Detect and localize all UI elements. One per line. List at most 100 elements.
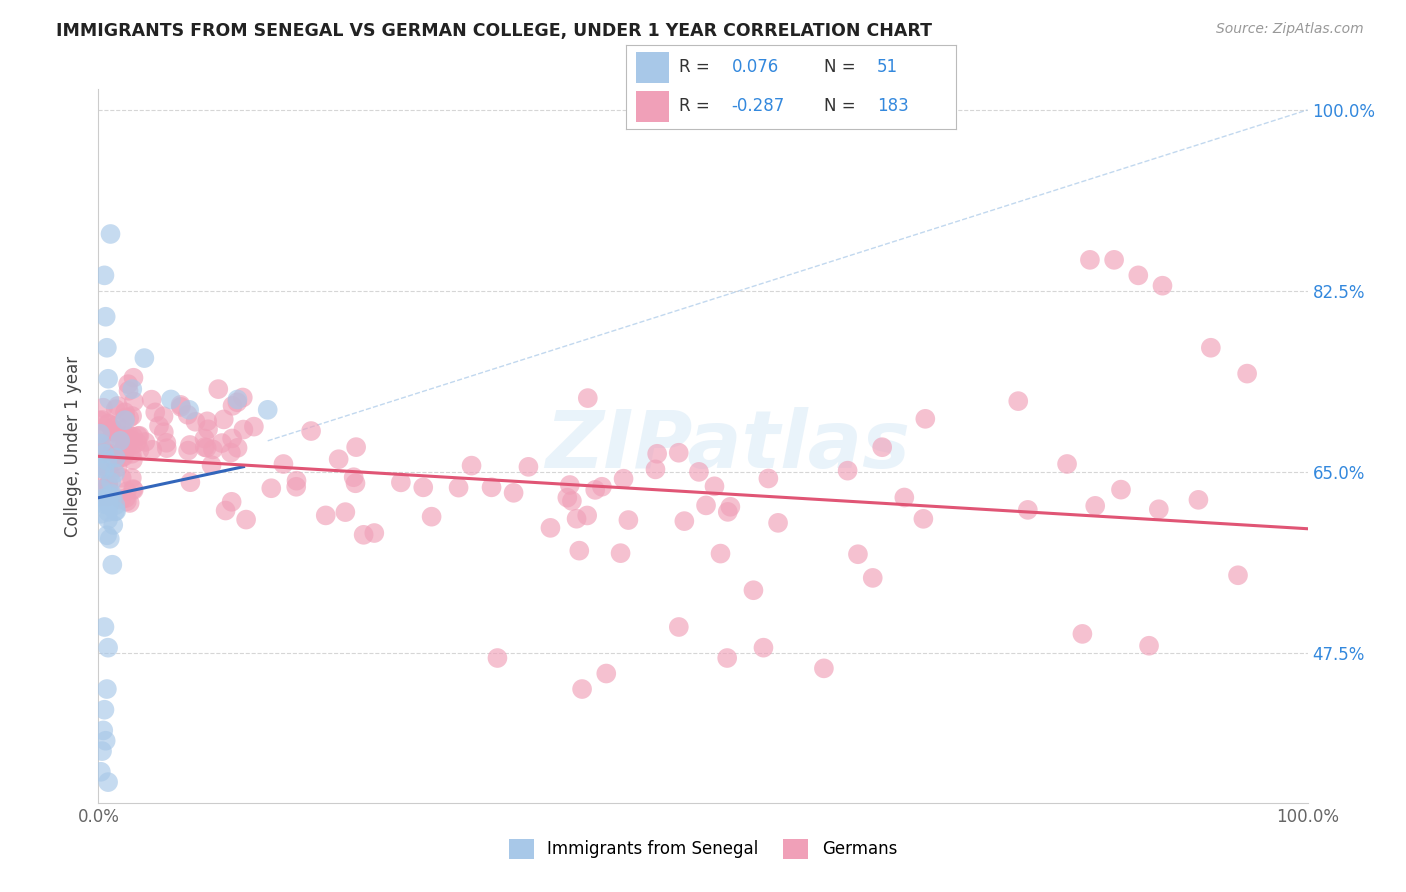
Point — [389, 475, 412, 490]
Point — [91, 401, 114, 415]
Point — [100, 436, 122, 450]
Point — [114, 410, 136, 425]
Point — [104, 402, 127, 417]
Point — [177, 443, 200, 458]
Point — [93, 620, 115, 634]
Point — [343, 470, 366, 484]
Point — [104, 498, 127, 512]
Point — [561, 494, 583, 508]
Point — [94, 733, 117, 747]
Point — [114, 405, 136, 419]
Point — [91, 413, 114, 427]
Point — [97, 505, 120, 519]
Point — [104, 450, 127, 465]
Point — [194, 440, 217, 454]
Point — [152, 409, 174, 424]
Point — [90, 425, 112, 440]
Point — [125, 435, 148, 450]
Point — [571, 681, 593, 696]
Point — [120, 433, 142, 447]
Point — [105, 418, 128, 433]
Point — [285, 474, 308, 488]
Point — [143, 405, 166, 419]
Text: R =: R = — [679, 97, 709, 115]
Text: 51: 51 — [877, 59, 898, 77]
Point — [195, 414, 218, 428]
Point — [273, 457, 295, 471]
Point — [412, 480, 434, 494]
Point — [201, 442, 224, 457]
Point — [104, 466, 127, 480]
Point — [121, 382, 143, 396]
Point — [107, 460, 129, 475]
Point — [1128, 268, 1150, 283]
Point — [100, 227, 122, 241]
Point — [1187, 492, 1209, 507]
Point — [93, 497, 115, 511]
Text: N =: N = — [824, 97, 855, 115]
Point — [893, 491, 915, 505]
Point — [502, 485, 524, 500]
Point — [1227, 568, 1250, 582]
Point — [207, 382, 229, 396]
Point — [170, 400, 193, 414]
Point — [89, 426, 111, 441]
Point — [538, 521, 561, 535]
Point — [90, 440, 112, 454]
Point — [709, 547, 731, 561]
Point — [595, 666, 617, 681]
Point — [862, 571, 884, 585]
Point — [870, 440, 893, 454]
Point — [212, 412, 235, 426]
Point — [101, 449, 124, 463]
Point — [97, 640, 120, 655]
Point — [112, 450, 135, 464]
Point — [226, 392, 249, 407]
Point — [98, 392, 121, 407]
Point — [668, 446, 690, 460]
Point — [101, 425, 124, 439]
Point — [115, 484, 138, 499]
Point — [122, 453, 145, 467]
Point — [703, 479, 725, 493]
Point — [112, 429, 135, 443]
Point — [97, 477, 120, 491]
Point — [1017, 503, 1039, 517]
Point — [1102, 252, 1125, 267]
Point — [96, 528, 118, 542]
Point — [122, 370, 145, 384]
Point — [90, 482, 112, 496]
Point — [97, 417, 120, 431]
Point — [134, 434, 156, 449]
Point — [695, 499, 717, 513]
Point — [576, 508, 599, 523]
Point — [94, 492, 117, 507]
Point — [565, 512, 588, 526]
Point — [93, 436, 115, 450]
Point — [97, 478, 120, 492]
Point — [96, 341, 118, 355]
Point — [558, 478, 581, 492]
Point — [1199, 341, 1222, 355]
Point — [766, 516, 789, 530]
Point — [688, 465, 710, 479]
Point — [344, 440, 367, 454]
Point — [1236, 367, 1258, 381]
Point — [89, 414, 111, 428]
Point — [555, 491, 578, 505]
Point — [335, 505, 357, 519]
Point — [420, 509, 443, 524]
Point — [122, 483, 145, 497]
Point — [184, 415, 207, 429]
Point — [91, 744, 114, 758]
Text: IMMIGRANTS FROM SENEGAL VS GERMAN COLLEGE, UNDER 1 YEAR CORRELATION CHART: IMMIGRANTS FROM SENEGAL VS GERMAN COLLEG… — [56, 22, 932, 40]
Point — [93, 703, 115, 717]
Point — [718, 500, 741, 514]
Point — [97, 496, 120, 510]
Point — [118, 428, 141, 442]
Point — [134, 351, 156, 365]
Point — [328, 452, 350, 467]
Point — [486, 651, 509, 665]
Point — [100, 447, 122, 461]
Point — [122, 438, 145, 452]
